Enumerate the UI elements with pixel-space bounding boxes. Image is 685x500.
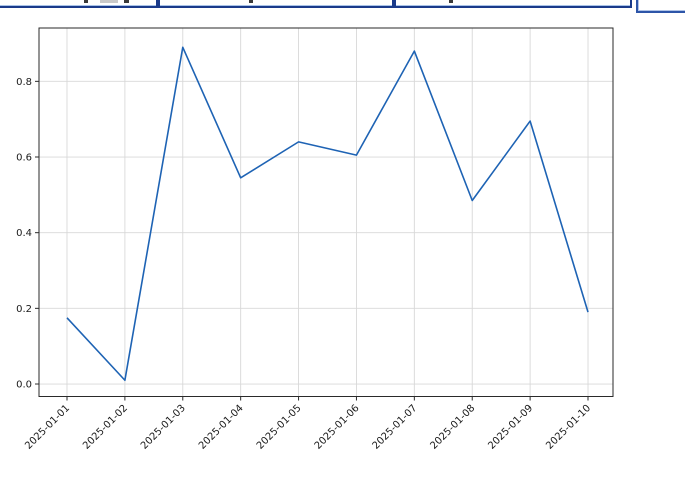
clipped-text-fragment xyxy=(84,0,88,3)
clipped-text-fragment xyxy=(100,0,118,3)
data-line xyxy=(66,46,589,382)
x-tick-label: 2025-01-09 xyxy=(486,403,535,452)
clipped-text-fragment xyxy=(249,0,253,3)
y-tick-label: 0.6 xyxy=(16,153,32,164)
x-tick-label: 2025-01-10 xyxy=(544,403,593,452)
x-tick-label: 2025-01-04 xyxy=(197,403,246,452)
y-tick-label: 0.2 xyxy=(16,304,32,315)
toolbar-panel-3 xyxy=(394,0,632,8)
toolbar-panel-2 xyxy=(158,0,394,8)
y-tick-label: 0.0 xyxy=(16,380,32,391)
x-tick-label: 2025-01-05 xyxy=(255,403,304,452)
y-tick-label: 0.8 xyxy=(16,77,32,88)
x-tick-label: 2025-01-02 xyxy=(81,403,130,452)
clipped-text-fragment xyxy=(124,0,129,3)
x-tick-label: 2025-01-08 xyxy=(428,403,477,452)
x-tick-label: 2025-01-03 xyxy=(139,403,188,452)
toolbar-button[interactable] xyxy=(636,0,685,13)
x-tick-label: 2025-01-06 xyxy=(313,403,362,452)
clipped-text-fragment xyxy=(449,0,453,3)
plot-border xyxy=(38,27,614,397)
x-tick-label: 2025-01-07 xyxy=(371,403,420,452)
x-tick-label: 2025-01-01 xyxy=(23,403,72,452)
y-tick-label: 0.4 xyxy=(16,228,32,239)
toolbar-panel-1 xyxy=(0,0,158,8)
